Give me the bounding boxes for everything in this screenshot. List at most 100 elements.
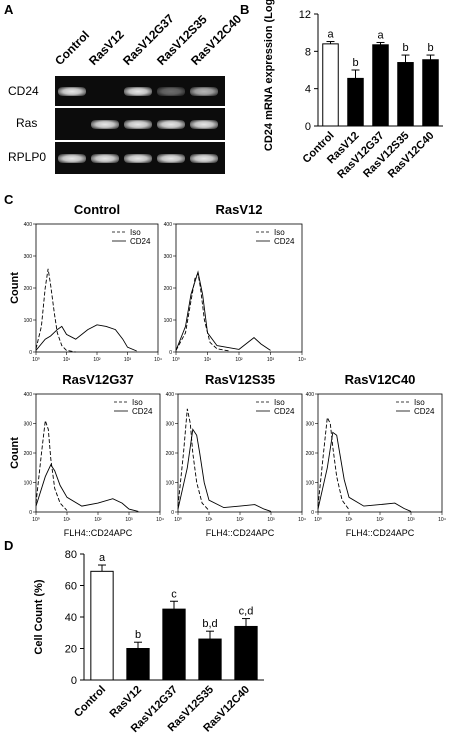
legend-label: CD24 [274,237,295,246]
x-tick-label: 10³ [124,357,132,363]
x-tick-label: 10¹ [204,357,212,363]
y-tick-label: 4 [305,84,311,96]
histogram-title: Control [74,202,120,217]
x-tick-label: 10⁰ [174,517,182,523]
gel-band [190,87,218,96]
x-axis-label: FLH4::CD24APC [206,528,275,538]
bar [90,570,114,681]
gel-band [91,120,119,129]
series-line-iso [35,420,68,511]
bar [347,77,364,127]
y-tick-label: 20 [65,644,77,656]
category-label: Control [72,684,108,720]
y-tick-label: 300 [166,422,175,428]
significance-label: b [352,57,358,69]
y-tick-label: 200 [24,286,33,292]
significance-label: a [327,29,334,41]
x-tick-label: 10⁴ [154,357,162,363]
x-tick-label: 10¹ [345,517,353,523]
y-tick-label: 300 [24,422,33,428]
plot-frame [35,393,161,513]
x-axis-label: FLH4::CD24APC [64,528,133,538]
panel-letter-b: B [240,2,250,17]
legend-label: CD24 [132,407,153,416]
y-axis-label: CD24 mRNA expression (Log2) [263,0,275,151]
y-tick-label: 0 [171,510,174,516]
legend-label: CD24 [274,407,295,416]
x-tick-label: 10³ [267,357,275,363]
y-tick-label: 8 [305,46,311,58]
panel-letter-d: D [4,538,14,553]
y-tick-label: 80 [65,549,77,561]
category-label: RasV12C40 [386,130,437,181]
y-axis-label: Count [9,437,21,469]
y-tick-label: 200 [24,451,33,457]
x-tick-label: 10³ [267,517,275,523]
series-line-iso [175,272,230,352]
plot-frame [177,393,303,513]
x-tick-label: 10² [236,517,244,523]
bar [198,638,222,681]
y-tick-label: 200 [164,286,173,292]
series-line-cd24 [175,270,271,351]
x-tick-label: 10¹ [205,517,213,523]
x-tick-label: 10⁴ [438,517,446,523]
category-label: RasV12 [108,684,145,721]
significance-label: c,d [239,606,254,618]
series-line-cd24 [177,428,272,512]
gel-band [157,154,185,163]
gel-band [91,154,119,163]
plot-frame [35,223,159,353]
y-tick-label: 400 [306,392,315,398]
x-tick-label: 10² [94,517,102,523]
x-tick-label: 10¹ [63,357,71,363]
x-tick-label: 10⁰ [172,357,180,363]
legend-label: Iso [132,398,143,407]
category-label: RasV12G37 [335,130,386,181]
histogram-title: RasV12S35 [205,372,275,387]
significance-label: c [171,588,177,600]
bar [234,625,258,681]
x-tick-label: 10⁰ [32,357,40,363]
gel-band [124,87,152,96]
lane-label: RasV12 [86,27,127,68]
y-tick-label: 60 [65,581,77,593]
y-tick-label: 0 [29,510,32,516]
category-label: RasV12 [325,130,362,167]
category-label: RasV12G37 [129,684,180,735]
gel-band [58,154,86,163]
y-tick-label: 100 [306,481,315,487]
x-tick-label: 10⁰ [32,517,40,523]
y-axis-label: Cell Count (%) [33,579,45,654]
y-tick-label: 400 [24,392,33,398]
y-tick-label: 100 [24,318,33,324]
y-tick-label: 0 [169,350,172,356]
x-tick-label: 10¹ [63,517,71,523]
bar [322,43,339,127]
y-tick-label: 0 [305,121,311,133]
significance-label: a [377,29,384,41]
category-label: RasV12S35 [361,130,411,180]
y-axis-label: Count [9,272,21,304]
histogram-title: RasV12 [216,202,263,217]
panel-letter-c: C [4,192,14,207]
histogram-title: RasV12G37 [62,372,134,387]
x-tick-label: 10⁴ [298,517,306,523]
gel-band [190,120,218,129]
category-label: RasV12S35 [166,684,216,734]
plot-frame [175,223,303,353]
y-tick-label: 300 [164,254,173,260]
series-line-cd24 [35,463,139,512]
gel-row-label: Ras [16,116,38,130]
legend-label: CD24 [414,407,435,416]
bar [372,44,389,127]
y-tick-label: 100 [164,318,173,324]
y-tick-label: 400 [24,222,33,228]
x-tick-label: 10² [376,517,384,523]
gel-band [157,87,185,96]
significance-label: b [135,629,141,641]
y-tick-label: 40 [65,612,77,624]
series-line-iso [35,268,76,353]
bar [126,648,150,681]
y-tick-label: 400 [164,222,173,228]
